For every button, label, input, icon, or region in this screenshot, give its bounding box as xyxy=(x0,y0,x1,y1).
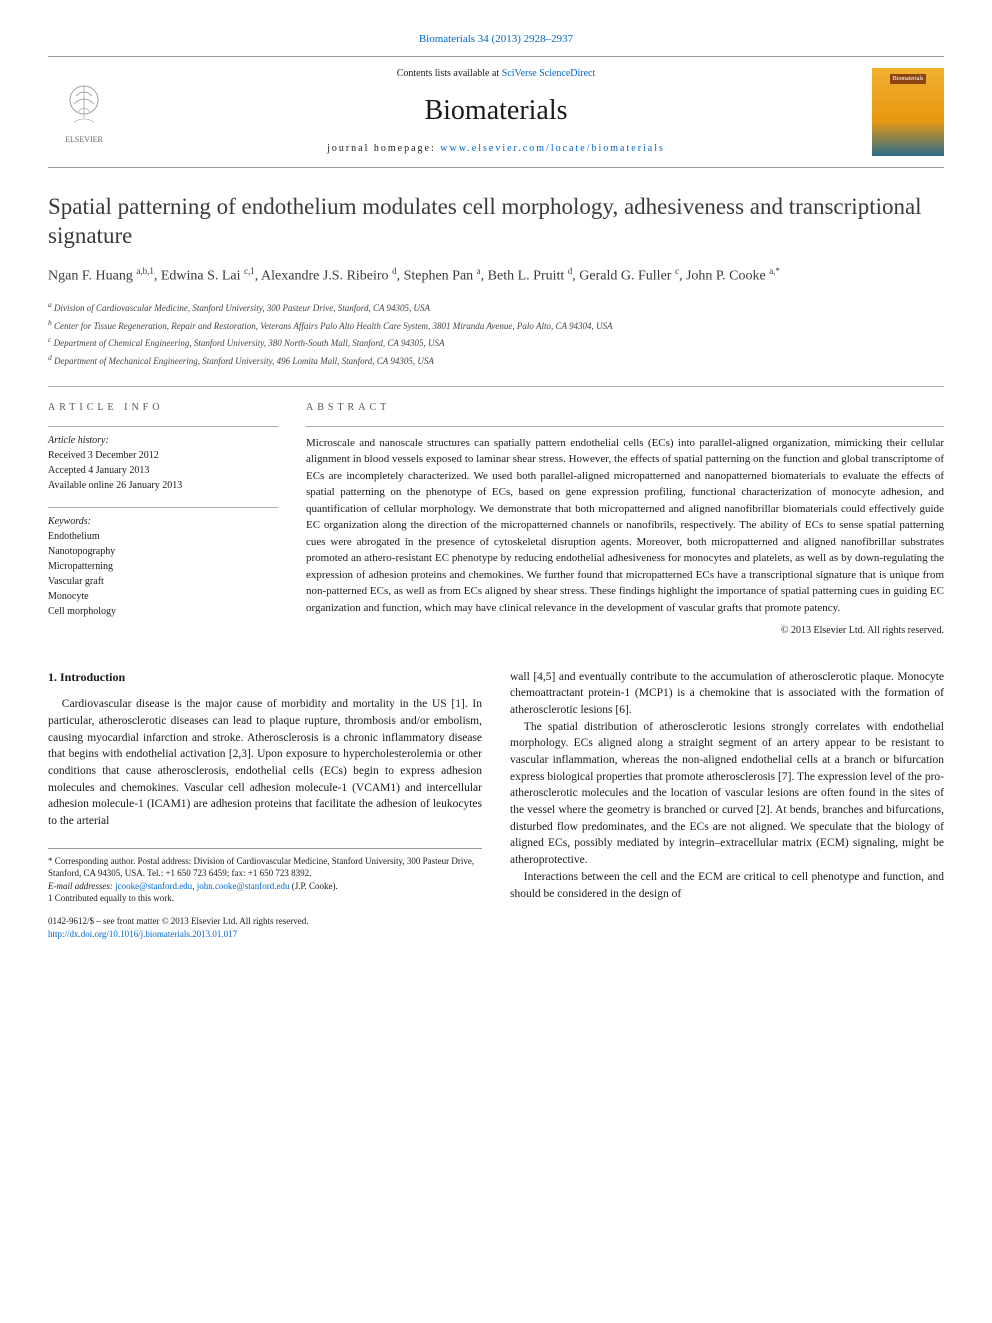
article-history: Article history: Received 3 December 201… xyxy=(48,426,278,493)
citation-link[interactable]: Biomaterials 34 (2013) 2928–2937 xyxy=(48,32,944,48)
journal-center: Contents lists available at SciVerse Sci… xyxy=(120,67,872,157)
section-1-heading: 1. Introduction xyxy=(48,669,482,686)
abstract-label: ABSTRACT xyxy=(306,401,944,416)
publisher-logo: ELSEVIER xyxy=(48,72,120,152)
keywords-block: Keywords: EndotheliumNanotopographyMicro… xyxy=(48,507,278,619)
body-paragraph: Interactions between the cell and the EC… xyxy=(510,869,944,902)
body-paragraph: wall [4,5] and eventually contribute to … xyxy=(510,669,944,719)
corresponding-author-note: * Corresponding author. Postal address: … xyxy=(48,855,482,880)
author-list: Ngan F. Huang a,b,1, Edwina S. Lai c,1, … xyxy=(48,265,944,287)
cover-label: Biomaterials xyxy=(890,74,927,85)
email-line: E-mail addresses: jcooke@stanford.edu, j… xyxy=(48,880,482,893)
journal-name: Biomaterials xyxy=(120,91,872,132)
keywords-label: Keywords: xyxy=(48,514,278,529)
contribution-note: 1 Contributed equally to this work. xyxy=(48,892,482,905)
info-abstract-row: ARTICLE INFO Article history: Received 3… xyxy=(48,386,944,639)
journal-banner: ELSEVIER Contents lists available at Sci… xyxy=(48,56,944,168)
affiliations: a Division of Cardiovascular Medicine, S… xyxy=(48,299,944,368)
keyword-line: Monocyte xyxy=(48,589,278,604)
elsevier-tree-icon xyxy=(56,78,112,134)
body-paragraph: The spatial distribution of atherosclero… xyxy=(510,719,944,869)
publisher-name: ELSEVIER xyxy=(65,134,103,146)
homepage-line: journal homepage: www.elsevier.com/locat… xyxy=(120,142,872,157)
homepage-url[interactable]: www.elsevier.com/locate/biomaterials xyxy=(440,143,665,154)
homepage-label: journal homepage: xyxy=(327,143,440,154)
email-label: E-mail addresses: xyxy=(48,881,115,891)
article-info-label: ARTICLE INFO xyxy=(48,401,278,416)
journal-cover-thumbnail: Biomaterials xyxy=(872,68,944,156)
body-right-column: wall [4,5] and eventually contribute to … xyxy=(510,669,944,940)
body-paragraph: Cardiovascular disease is the major caus… xyxy=(48,696,482,829)
keyword-line: Micropatterning xyxy=(48,559,278,574)
abstract-column: ABSTRACT Microscale and nanoscale struct… xyxy=(306,401,944,639)
keyword-line: Endothelium xyxy=(48,529,278,544)
doi-link[interactable]: http://dx.doi.org/10.1016/j.biomaterials… xyxy=(48,929,237,939)
body-columns: 1. Introduction Cardiovascular disease i… xyxy=(48,669,944,940)
keyword-line: Cell morphology xyxy=(48,604,278,619)
keyword-line: Vascular graft xyxy=(48,574,278,589)
email-suffix: (J.P. Cooke). xyxy=(289,881,337,891)
affiliation-line: b Center for Tissue Regeneration, Repair… xyxy=(48,317,944,334)
footer-meta: 0142-9612/$ – see front matter © 2013 El… xyxy=(48,915,482,940)
sciencedirect-link[interactable]: SciVerse ScienceDirect xyxy=(502,68,596,79)
contents-line: Contents lists available at SciVerse Sci… xyxy=(120,67,872,82)
history-line: Accepted 4 January 2013 xyxy=(48,463,278,478)
affiliation-line: c Department of Chemical Engineering, St… xyxy=(48,334,944,351)
history-line: Received 3 December 2012 xyxy=(48,448,278,463)
abstract-text: Microscale and nanoscale structures can … xyxy=(306,426,944,617)
email-link-1[interactable]: jcooke@stanford.edu xyxy=(115,881,192,891)
history-label: Article history: xyxy=(48,433,278,448)
contents-prefix: Contents lists available at xyxy=(397,68,502,79)
article-title: Spatial patterning of endothelium modula… xyxy=(48,192,944,252)
abstract-copyright: © 2013 Elsevier Ltd. All rights reserved… xyxy=(306,624,944,639)
article-info-column: ARTICLE INFO Article history: Received 3… xyxy=(48,401,278,639)
keyword-line: Nanotopography xyxy=(48,544,278,559)
history-line: Available online 26 January 2013 xyxy=(48,478,278,493)
email-link-2[interactable]: john.cooke@stanford.edu xyxy=(197,881,290,891)
affiliation-line: d Department of Mechanical Engineering, … xyxy=(48,352,944,369)
body-left-column: 1. Introduction Cardiovascular disease i… xyxy=(48,669,482,940)
affiliation-line: a Division of Cardiovascular Medicine, S… xyxy=(48,299,944,316)
front-matter-line: 0142-9612/$ – see front matter © 2013 El… xyxy=(48,915,482,928)
footnotes: * Corresponding author. Postal address: … xyxy=(48,848,482,905)
